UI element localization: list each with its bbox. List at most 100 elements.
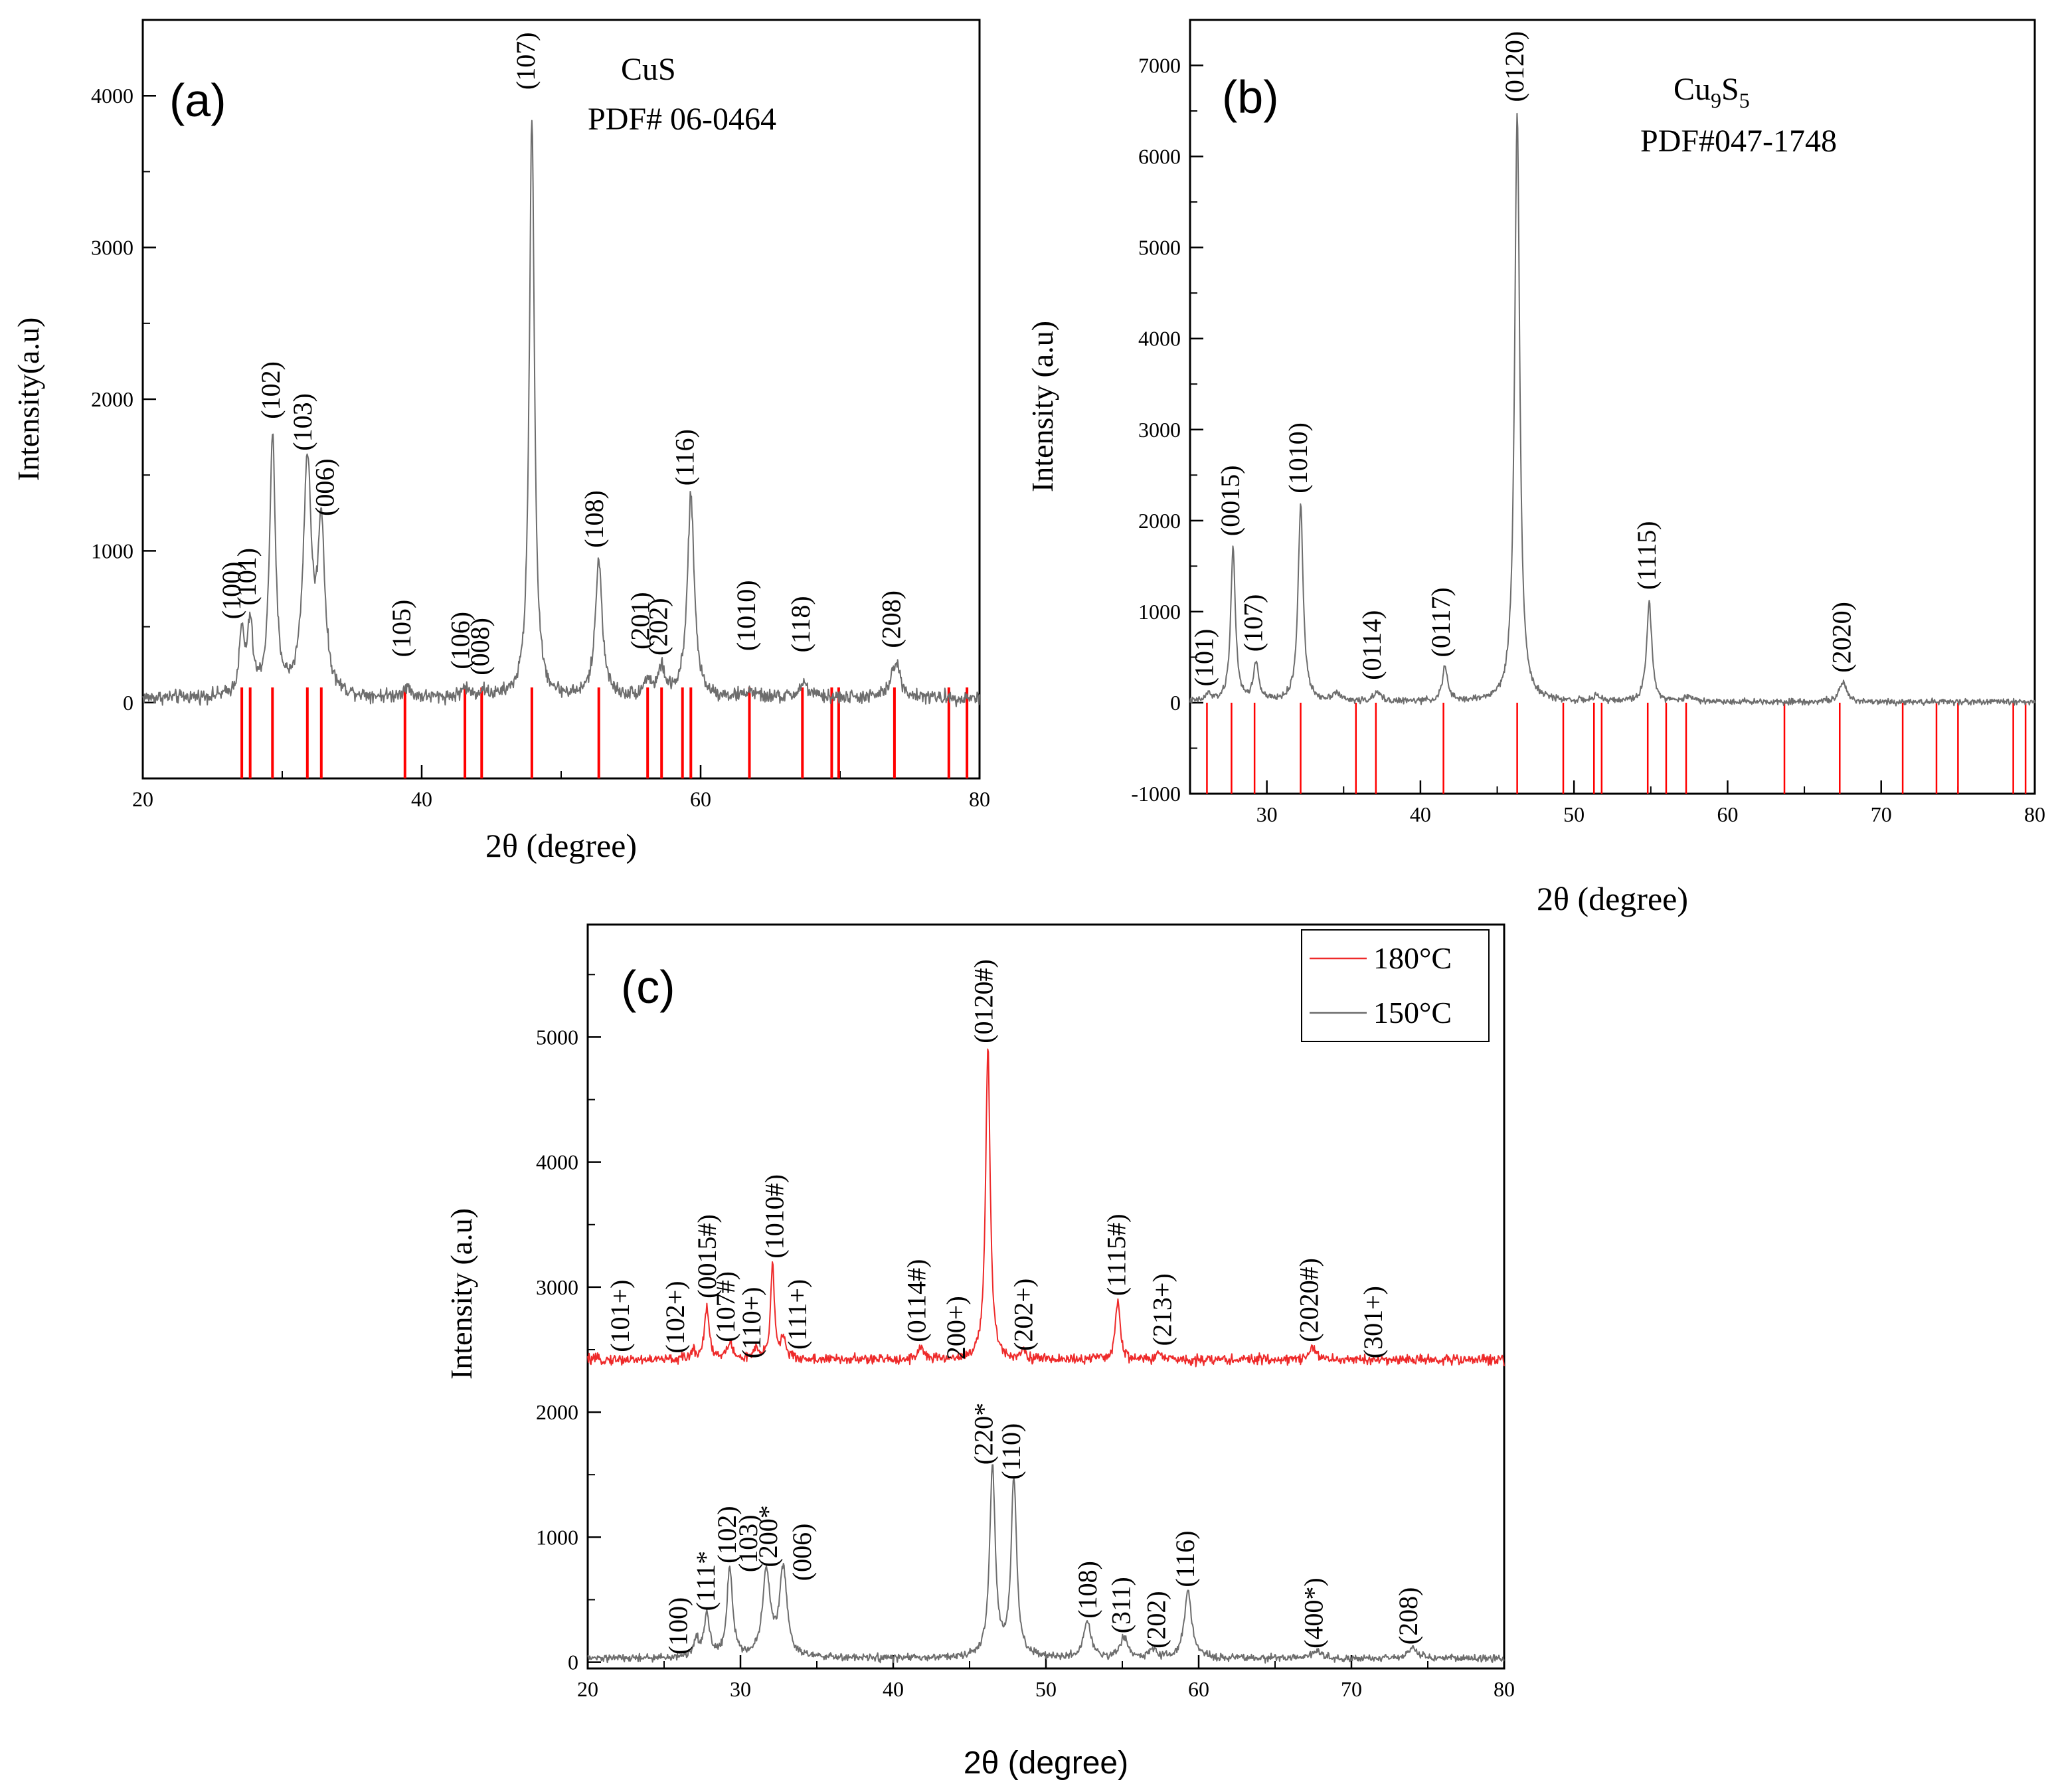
y-tick-label: 2000	[91, 387, 133, 411]
peak-label: (006)	[310, 458, 340, 516]
x-tick-label: 40	[883, 1677, 904, 1701]
y-tick-label: 0	[568, 1651, 578, 1674]
peak-label: (1010)	[1283, 422, 1313, 493]
panel-c-legend: 180°C 150°C	[1301, 929, 1490, 1042]
x-tick-label: 30	[730, 1677, 751, 1701]
x-tick-label: 60	[1717, 802, 1738, 826]
x-tick-label: 80	[2024, 802, 2045, 826]
y-tick-label: 0	[123, 691, 133, 715]
x-tick-label: 50	[1035, 1677, 1057, 1701]
panel-b-frame	[1189, 19, 2036, 795]
peak-label: (100)	[216, 562, 246, 620]
peak-label: (107#)	[711, 1271, 740, 1342]
y-tick-label: 4000	[1138, 327, 1181, 351]
panel-c-180c-line	[587, 1048, 1505, 1368]
x-tick-label: 70	[1871, 802, 1892, 826]
peak-label: (400*)	[1298, 1577, 1328, 1649]
x-tick-label: 60	[690, 787, 711, 811]
peak-label: (2020)	[1827, 602, 1857, 673]
panel-b-phase-sub9: 9	[1711, 88, 1721, 112]
legend-box	[1301, 929, 1490, 1042]
legend-180c-label: 180°C	[1373, 941, 1452, 975]
panel-b-pattern-line	[1189, 112, 2035, 707]
peak-label: (311)	[1106, 1577, 1136, 1633]
y-tick-label: 1000	[1138, 600, 1181, 624]
y-tick-label: 5000	[536, 1025, 578, 1049]
peak-label: (0015#)	[692, 1214, 722, 1299]
panel-a-y-axis-title: Intensity(a.u)	[11, 317, 45, 482]
peak-label: (0114)	[1357, 610, 1387, 680]
peak-label: (108)	[1073, 1561, 1102, 1619]
peak-label: (006)	[787, 1524, 817, 1581]
panel-a-x-axis-title: 2θ (degree)	[485, 827, 637, 864]
legend-150c-label: 150°C	[1373, 996, 1452, 1030]
peak-label: (106)	[445, 612, 475, 670]
peak-label: (1010)	[731, 580, 761, 651]
panel-b-label: (b)	[1222, 71, 1279, 123]
peak-label: (105)	[387, 600, 416, 658]
panel-b: -1000 0 1000 2000 3000 4000 5000 6000 7000 30 40 5…	[1025, 19, 2045, 917]
panel-b-pdf-card: PDF#047-1748	[1640, 124, 1837, 159]
panel-a-label: (a)	[169, 74, 226, 126]
y-tick-label: -1000	[1131, 782, 1181, 806]
y-tick-label: 3000	[536, 1275, 578, 1299]
y-tick-label: 0	[1170, 691, 1181, 715]
peak-label: (103)	[733, 1514, 763, 1572]
peak-label: (102+)	[660, 1281, 690, 1353]
peak-label: (116)	[1170, 1530, 1200, 1587]
peak-label: (202)	[1141, 1591, 1171, 1649]
y-tick-label: 2000	[1138, 509, 1181, 533]
panel-c-x-ticks: 20 30 40 50 60 70 80	[577, 1655, 1515, 1701]
peak-label: (0120)	[1500, 31, 1529, 102]
peak-label: (0120#)	[969, 959, 999, 1043]
peak-label: (101+)	[605, 1280, 635, 1352]
panel-b-x-axis-title: 2θ (degree)	[1537, 880, 1688, 917]
x-tick-label: 20	[577, 1677, 598, 1701]
peak-label: (116)	[669, 429, 699, 486]
peak-label: (1115#)	[1102, 1213, 1132, 1296]
panel-a-y-ticks: 0 1000 2000 3000 4000	[91, 84, 156, 715]
panel-b-x-ticks: 30 40 50 60 70 80	[1256, 780, 2045, 826]
peak-label: (101)	[1189, 629, 1219, 687]
peak-label: (118)	[786, 596, 816, 652]
peak-label: (213+)	[1148, 1273, 1177, 1346]
peak-label: (0114#)	[901, 1259, 931, 1342]
peak-label: (220*	[968, 1403, 998, 1465]
panel-b-phase-sub5: 5	[1739, 88, 1750, 112]
peak-label: (107)	[1239, 594, 1268, 652]
peak-label: (202)	[644, 598, 673, 656]
x-tick-label: 70	[1341, 1677, 1362, 1701]
panel-b-y-ticks: -1000 0 1000 2000 3000 4000 5000 6000 7000	[1131, 54, 1203, 806]
panel-a-pdf-card: PDF# 06-0464	[588, 102, 776, 137]
panel-c-y-ticks: 0 1000 2000 3000 4000 5000	[536, 974, 601, 1674]
peak-label: (008)	[465, 618, 495, 675]
x-tick-label: 80	[969, 787, 990, 811]
panel-b-reference-lines	[1206, 702, 2027, 794]
peak-label: (110)	[996, 1423, 1026, 1480]
x-tick-label: 80	[1494, 1677, 1515, 1701]
peak-label: 200+)	[941, 1296, 971, 1360]
x-tick-label: 40	[1410, 802, 1431, 826]
panel-a-peak-labels: (100)(101) (102)(103) (006) (105) (106)(008)…	[216, 32, 906, 675]
y-tick-label: 7000	[1138, 54, 1181, 78]
panel-c-150c-line	[587, 1464, 1505, 1664]
x-tick-label: 40	[411, 787, 432, 811]
x-tick-label: 30	[1256, 802, 1278, 826]
panel-a-x-ticks: 20 40 60 80	[132, 765, 990, 811]
peak-label: (100)	[663, 1597, 693, 1655]
peak-label: (208)	[1393, 1587, 1423, 1645]
peak-label: (102)	[712, 1506, 742, 1564]
peak-label: (102)	[256, 361, 286, 419]
panel-a-pattern-line	[142, 120, 980, 707]
panel-c-x-axis-title: 2θ (degree)	[964, 1746, 1128, 1781]
peak-label: (111*	[691, 1551, 721, 1611]
y-tick-label: 4000	[91, 84, 133, 108]
peak-label: (202+)	[1008, 1279, 1038, 1351]
panel-a-reference-lines	[240, 687, 969, 778]
peak-label: (0117)	[1426, 587, 1456, 657]
y-tick-label: 1000	[536, 1525, 578, 1549]
y-tick-label: 6000	[1138, 145, 1181, 169]
